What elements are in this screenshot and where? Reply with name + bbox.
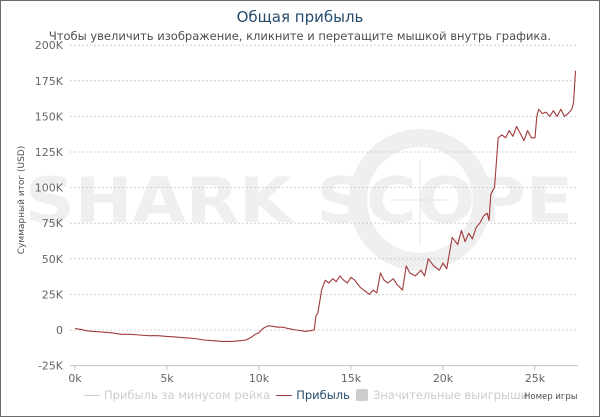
svg-text:50K: 50K — [42, 253, 64, 266]
sharkscope-watermark: SHARK SCOPE — [25, 129, 573, 271]
svg-text:-25K: -25K — [38, 360, 64, 373]
gridlines — [70, 44, 578, 367]
svg-text:100K: 100K — [35, 182, 64, 195]
svg-text:150K: 150K — [35, 110, 64, 123]
svg-text:0k: 0k — [68, 372, 82, 385]
legend-item-profit[interactable]: Прибыль — [276, 388, 350, 402]
svg-text:75K: 75K — [42, 217, 64, 230]
svg-text:10k: 10k — [249, 372, 270, 385]
y-axis-labels: -25K 0 25K 50K 75K 100K 125K 150K 175K 200K — [35, 39, 64, 372]
y-axis-title: Суммарный итог (USD) — [17, 146, 27, 255]
legend: Прибыль за минусом рейка Прибыль Значите… — [84, 388, 534, 402]
svg-text:20k: 20k — [433, 372, 454, 385]
svg-text:25K: 25K — [42, 288, 64, 301]
line-symbol-icon — [84, 394, 100, 396]
x-axis-labels: 0k 5k 10k 15k 20k 25k — [68, 365, 546, 385]
legend-item-rake-adjusted-profit[interactable]: Прибыль за минусом рейка — [84, 388, 270, 402]
box-symbol-icon — [355, 389, 368, 401]
chart-title: Общая прибыль — [236, 8, 364, 26]
svg-text:0: 0 — [56, 324, 63, 337]
svg-text:5k: 5k — [160, 372, 174, 385]
svg-text:200K: 200K — [35, 39, 64, 52]
line-symbol-icon — [276, 394, 293, 396]
x-axis-title: Номер игры — [524, 392, 578, 402]
legend-item-significant-wins[interactable]: Значительные выигрыши — [355, 388, 528, 402]
svg-text:175K: 175K — [35, 75, 64, 88]
svg-text:125K: 125K — [35, 146, 64, 159]
svg-text:15k: 15k — [341, 372, 362, 385]
profit-series-line[interactable] — [74, 70, 577, 342]
svg-text:25k: 25k — [525, 372, 546, 385]
chart-subtitle: Чтобы увеличить изображение, кликните и … — [48, 29, 552, 43]
